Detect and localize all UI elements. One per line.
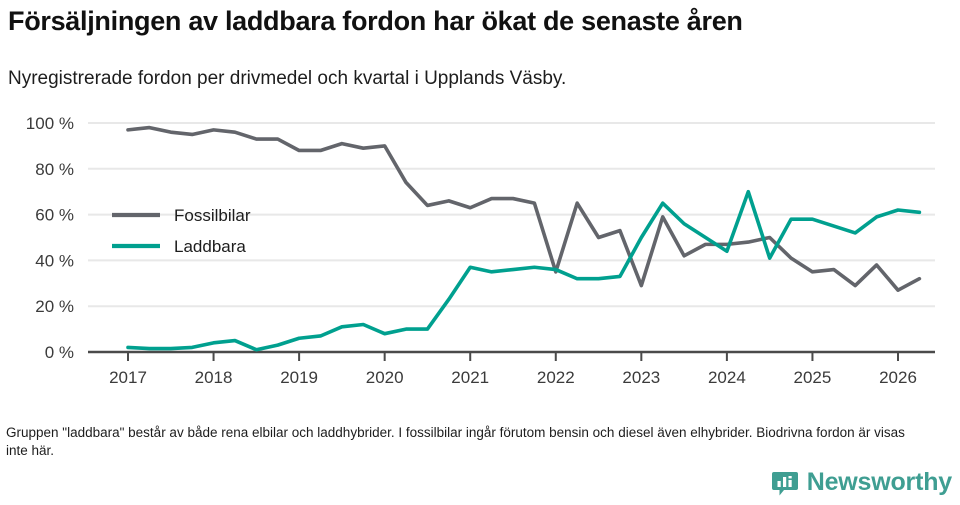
bar-chart-bubble-icon	[771, 469, 799, 497]
y-axis-tick-label: 0 %	[45, 343, 74, 362]
line-chart: 0 % 20 % 40 % 60 % 80 % 100 % 2017 2018 2019 202…	[26, 114, 935, 387]
y-axis-tick-label: 40 %	[35, 251, 74, 270]
chart-container: 0 % 20 % 40 % 60 % 80 % 100 % 2017 2018 2019 202…	[0, 105, 960, 395]
data-series-group	[126, 125, 922, 352]
x-axis-tick-label: 2023	[622, 368, 660, 387]
x-axis	[88, 350, 935, 361]
x-axis-tick-label: 2025	[794, 368, 832, 387]
series-line-fossilbilar	[126, 125, 922, 292]
legend-label: Laddbara	[174, 237, 246, 256]
page-subtitle: Nyregistrerade fordon per drivmedel och …	[8, 68, 567, 89]
footnote-text: Gruppen "laddbara" består av både rena e…	[6, 425, 905, 459]
x-axis-tick-label: 2022	[537, 368, 575, 387]
y-axis-tick-label: 60 %	[35, 206, 74, 225]
x-axis-tick-label: 2026	[879, 368, 917, 387]
x-axis-tick-label: 2020	[366, 368, 404, 387]
legend-label: Fossilbilar	[174, 206, 251, 225]
x-axis-tick-label: 2024	[708, 368, 746, 387]
chart-legend: Fossilbilar Laddbara	[112, 206, 251, 256]
x-axis-tick-label: 2017	[109, 368, 147, 387]
brand-logo: Newsworthy	[771, 468, 952, 497]
x-axis-tick-label: 2021	[451, 368, 489, 387]
y-axis-tick-label: 100 %	[26, 114, 74, 133]
brand-name: Newsworthy	[806, 468, 952, 496]
x-axis-tick-label: 2019	[280, 368, 318, 387]
series-line-laddbara	[126, 189, 922, 352]
page-title: Försäljningen av laddbara fordon har öka…	[8, 6, 743, 36]
y-axis-tick-labels: 0 % 20 % 40 % 60 % 80 % 100 %	[26, 114, 74, 362]
y-axis-tick-label: 20 %	[35, 297, 74, 316]
y-axis-tick-label: 80 %	[35, 160, 74, 179]
x-axis-tick-labels: 2017 2018 2019 2020 2021 2022 2023 2024 2025 2026	[109, 368, 917, 387]
x-axis-tick-label: 2018	[195, 368, 233, 387]
